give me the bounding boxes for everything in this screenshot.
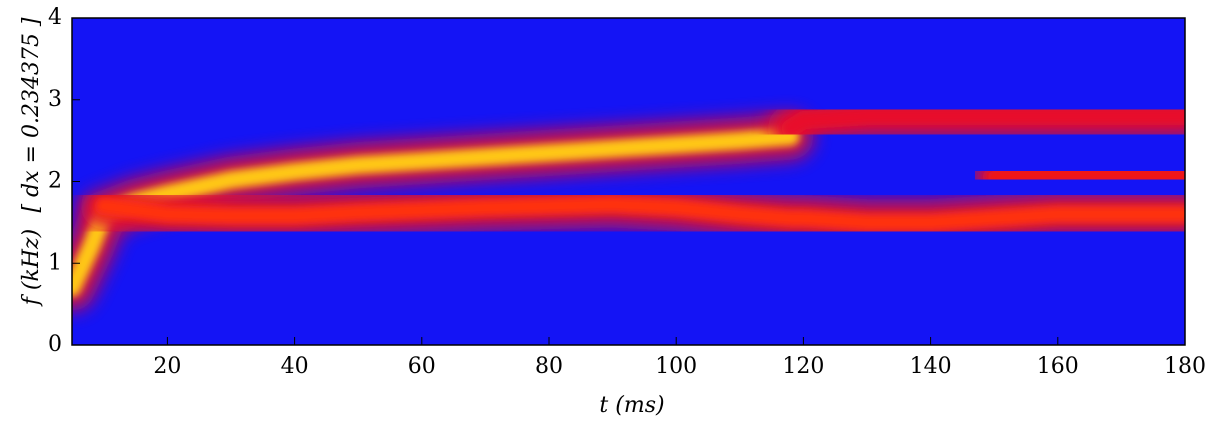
spectral-band xyxy=(94,195,1185,232)
x-tick-label: 60 xyxy=(408,354,436,379)
x-tick-label: 180 xyxy=(1164,354,1206,379)
x-axis-label: t (ms) xyxy=(599,393,664,418)
spectral-band xyxy=(781,107,1185,138)
y-tick-label: 1 xyxy=(48,250,62,275)
y-axis-label: f (kHz) xyxy=(19,229,44,307)
y-tick-label: 0 xyxy=(48,332,62,357)
y-tick-label: 3 xyxy=(48,87,62,112)
y-tick-label: 2 xyxy=(48,169,62,194)
y-axis-note: [ dx = 0.234375 ] xyxy=(19,17,44,212)
x-tick-label: 20 xyxy=(153,354,181,379)
x-tick-label: 40 xyxy=(281,354,309,379)
x-tick-label: 160 xyxy=(1037,354,1079,379)
x-tick-label: 100 xyxy=(655,354,697,379)
x-tick-label: 80 xyxy=(535,354,563,379)
spectral-band xyxy=(985,164,1185,187)
y-tick-label: 4 xyxy=(48,5,62,30)
x-tick-label: 120 xyxy=(782,354,824,379)
x-tick-label: 140 xyxy=(910,354,952,379)
